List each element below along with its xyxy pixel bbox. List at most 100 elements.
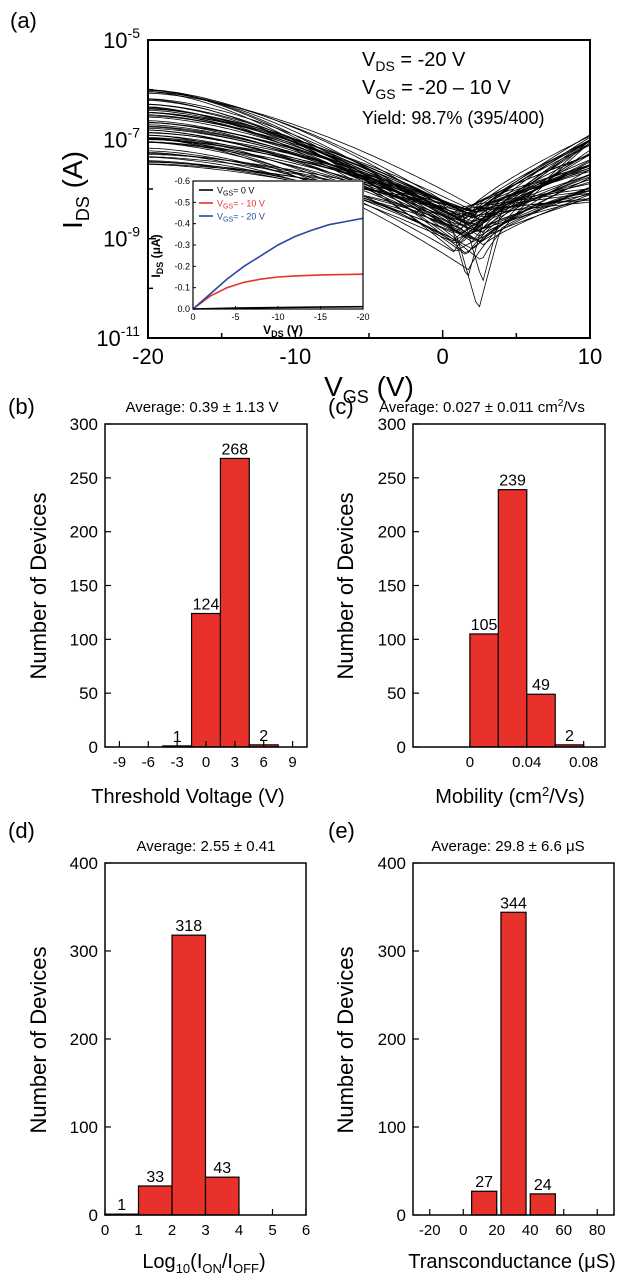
y-tick-label: 0 <box>89 1206 98 1225</box>
bar-value-label: 105 <box>471 617 498 634</box>
bar-value-label: 124 <box>193 596 220 613</box>
panel-e-label: (e) <box>328 818 355 843</box>
y-tick-label: 250 <box>378 469 406 488</box>
inset-xlabel: VDS (V) <box>263 323 303 339</box>
panel-e-xlabel: Transconductance (μS) <box>408 1251 616 1273</box>
panel-e-x-ticks: -20 0 20 40 60 80 <box>419 1209 606 1239</box>
panel-a-label: (a) <box>10 8 37 33</box>
histogram-bar <box>219 457 250 748</box>
y-tick-label: 200 <box>378 1030 406 1049</box>
x-tick-label: 0.04 <box>512 754 541 771</box>
y-tick-label: 10-11 <box>96 323 140 351</box>
inset-y-tick-label: -0.3 <box>174 240 190 250</box>
panel-d-title: Average: 2.55 ± 0.41 <box>137 838 276 855</box>
x-tick-label: -9 <box>113 754 126 771</box>
panel-b-label: (b) <box>8 394 35 419</box>
x-tick-label: 10 <box>578 344 602 369</box>
x-tick-label: 40 <box>522 1222 539 1239</box>
transfer-curve <box>147 156 591 240</box>
x-tick-label: -10 <box>279 344 311 369</box>
transfer-curve <box>147 134 591 242</box>
bar-value-label: 27 <box>475 1174 493 1191</box>
x-tick-label: 0 <box>466 754 474 771</box>
panel-a: (a) 10-510-710-910-11 -20 -10 0 10 IDS (A) … <box>10 8 602 407</box>
bar-value-label: 2 <box>565 728 574 745</box>
panel-a-ylabel: IDS (A) <box>57 151 93 229</box>
transfer-curve <box>147 92 591 210</box>
panel-d-y-ticks: 0 100 200 300 400 <box>70 854 111 1225</box>
panel-c-title: Average: 0.027 ± 0.011 cm2/Vs <box>379 398 585 416</box>
histogram-bar <box>469 633 499 748</box>
inset-y-tick-label: -0.6 <box>174 176 190 186</box>
x-tick-label: 4 <box>235 1222 243 1239</box>
x-tick-label: 6 <box>302 1222 310 1239</box>
panel-c-label: (c) <box>328 394 354 419</box>
histogram-bar <box>526 693 556 748</box>
bar-value-label: 24 <box>534 1177 552 1194</box>
bar-value-label: 2 <box>259 728 268 745</box>
panel-e-ylabel: Number of Devices <box>333 946 358 1133</box>
transfer-curve <box>148 138 591 277</box>
inset-y-tick-label: -0.4 <box>174 219 190 229</box>
inset-x-tick-label: 0 <box>190 312 195 322</box>
inset-x-ticks: 0 -5 -10 -15 -20 <box>190 306 370 322</box>
panel-d-bars: 1 33 318 43 <box>104 918 240 1216</box>
y-tick-label: 150 <box>378 577 406 596</box>
x-tick-label: 0 <box>101 1222 109 1239</box>
histogram-bar <box>500 911 527 1216</box>
x-tick-label: -6 <box>142 754 155 771</box>
panel-d-xlabel: Log10(ION/IOFF) <box>142 1251 265 1274</box>
transfer-curve <box>147 89 591 254</box>
y-tick-label: 300 <box>378 942 406 961</box>
bar-value-label: 344 <box>500 895 527 912</box>
bar-value-label: 49 <box>532 677 550 694</box>
transfer-curve <box>148 137 591 213</box>
y-tick-label: 10-7 <box>103 124 140 152</box>
y-tick-label: 0 <box>397 1206 406 1225</box>
y-tick-label: 100 <box>378 630 406 649</box>
y-tick-label: 100 <box>70 630 98 649</box>
histogram-bar <box>137 1185 173 1216</box>
transfer-curve <box>148 152 591 244</box>
panel-b-x-ticks: -9 -6 -3 0 3 6 9 <box>113 741 297 771</box>
transfer-curve <box>147 138 591 242</box>
panel-a-annotation-vds: VDS = -20 V <box>362 49 466 74</box>
bar-value-label: 239 <box>499 473 526 490</box>
bar-value-label: 268 <box>222 441 249 458</box>
y-tick-label: 0 <box>89 738 98 757</box>
transfer-curve <box>147 147 591 240</box>
x-tick-label: 3 <box>201 1222 209 1239</box>
panel-b: (b) Average: 0.39 ± 1.13 V 1 124 268 2 0 50 1… <box>8 394 308 808</box>
histogram-bar <box>171 934 207 1216</box>
panel-c: (c) Average: 0.027 ± 0.011 cm2/Vs 105 239… <box>328 394 606 808</box>
inset-x-tick-label: -15 <box>314 312 327 322</box>
x-tick-label: -3 <box>170 754 183 771</box>
inset-y-ticks: 0.0 -0.1 -0.2 -0.3 -0.4 -0.5 -0.6 <box>174 176 196 314</box>
panel-b-ylabel: Number of Devices <box>26 492 51 679</box>
x-tick-label: 20 <box>488 1222 505 1239</box>
panel-c-ylabel: Number of Devices <box>333 492 358 679</box>
histogram-bar <box>471 1190 498 1216</box>
inset-legend-label: VGS= - 20 V <box>217 212 265 224</box>
inset-legend-label: VGS= - 10 V <box>217 199 265 211</box>
panel-a-x-ticks: -20 -10 0 10 <box>132 330 602 369</box>
bar-value-label: 1 <box>173 729 182 746</box>
x-tick-label: -20 <box>132 344 164 369</box>
x-tick-label: -20 <box>419 1222 441 1239</box>
panel-a-y-ticks: 10-5 10-7 10-9 10-11 <box>96 25 156 351</box>
y-tick-label: 10-5 <box>103 25 140 53</box>
y-tick-label: 150 <box>70 577 98 596</box>
panel-c-x-ticks: 0 0.04 0.08 <box>466 741 598 771</box>
panel-b-bars: 1 124 268 2 <box>162 441 279 748</box>
x-tick-label: 5 <box>268 1222 276 1239</box>
y-tick-label: 100 <box>70 1118 98 1137</box>
x-tick-label: 2 <box>168 1222 176 1239</box>
transfer-curve <box>147 91 591 252</box>
panel-a-xlabel: VGS (V) <box>324 371 414 407</box>
x-tick-label: 60 <box>555 1222 572 1239</box>
transfer-curve <box>147 114 591 226</box>
transfer-curve <box>147 132 591 282</box>
y-tick-label: 400 <box>70 854 98 873</box>
